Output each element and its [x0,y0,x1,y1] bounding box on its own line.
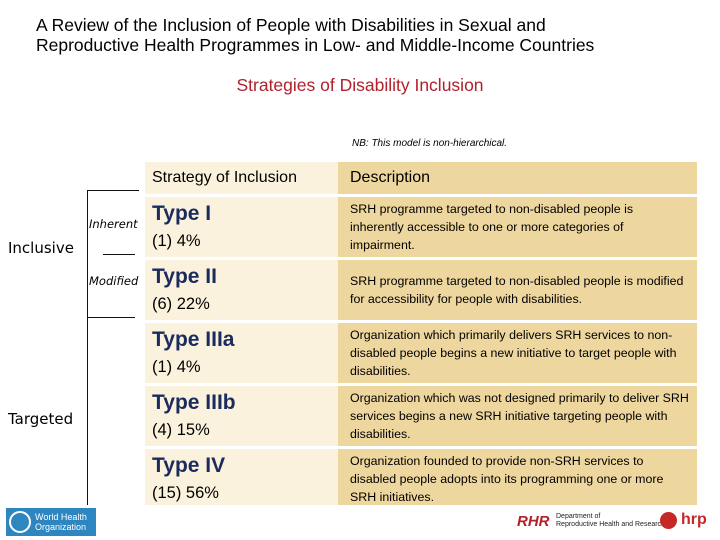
type-value: (15) 56% [152,483,219,502]
who-text-line-2: Organization [35,522,87,532]
strategy-cell: Type II (6) 22% [145,257,338,322]
who-emblem-icon [9,511,31,533]
strategy-table: Strategy of Inclusion Description Type I… [145,162,697,509]
strategy-cell: Type IIIb (4) 15% [145,383,338,448]
table-row: Type II (6) 22% SRH programme targeted t… [145,257,697,322]
rhr-logo-text: Department of Reproductive Health and Re… [556,513,665,529]
rhr-text-line-2: Reproductive Health and Research [556,521,665,528]
who-logo: World Health Organization [6,508,96,536]
rhr-logo-mark: RHR [517,513,550,530]
type-label: Type IIIa [152,327,235,351]
type-value: (1) 4% [152,357,201,376]
modified-label: Modified [89,274,139,288]
type-label: Type I [152,201,212,225]
bracket-tick-top [87,190,139,191]
footer-bar [0,505,720,540]
slide-subtitle: Strategies of Disability Inclusion [236,75,484,95]
hrp-logo-icon [660,512,677,529]
who-logo-text: World Health Organization [35,512,87,532]
description-cell: Organization which was not designed prim… [338,383,697,448]
table-row: Type IV (15) 56% Organization founded to… [145,446,697,509]
strategy-cell: Type I (1) 4% [145,194,338,259]
title-line-1: A Review of the Inclusion of People with… [36,15,546,35]
type-value: (4) 15% [152,420,210,439]
description-cell: SRH programme targeted to non-disabled p… [338,257,697,322]
header-description: Description [338,162,697,196]
inherent-label: Inherent [89,217,138,231]
strategy-cell: Type IIIa (1) 4% [145,320,338,385]
title-line-2: Reproductive Health Programmes in Low- a… [36,35,595,55]
inclusive-label: Inclusive [8,239,74,257]
description-cell: Organization founded to provide non-SRH … [338,446,697,509]
bracket-vertical-line [87,190,88,514]
type-label: Type IV [152,453,226,477]
table-row: Type IIIb (4) 15% Organization which was… [145,383,697,448]
who-text-line-1: World Health [35,512,87,522]
type-label: Type IIIb [152,390,236,414]
description-cell: SRH programme targeted to non-disabled p… [338,194,697,259]
bracket-tick-middle [103,254,135,255]
table-row: Type I (1) 4% SRH programme targeted to … [145,194,697,259]
table-row: Type IIIa (1) 4% Organization which prim… [145,320,697,385]
nb-note: NB: This model is non-hierarchical. [352,138,508,149]
bracket-tick-inclusive-end [87,317,135,318]
type-value: (1) 4% [152,231,201,250]
type-label: Type II [152,264,217,288]
description-cell: Organization which primarily delivers SR… [338,320,697,385]
rhr-text-line-1: Department of [556,513,601,520]
type-value: (6) 22% [152,294,210,313]
header-strategy: Strategy of Inclusion [145,162,338,196]
hrp-logo-text: hrp [681,511,707,528]
strategy-cell: Type IV (15) 56% [145,446,338,509]
table-header-row: Strategy of Inclusion Description [145,162,697,196]
targeted-label: Targeted [8,410,74,428]
slide-title: A Review of the Inclusion of People with… [36,15,594,55]
